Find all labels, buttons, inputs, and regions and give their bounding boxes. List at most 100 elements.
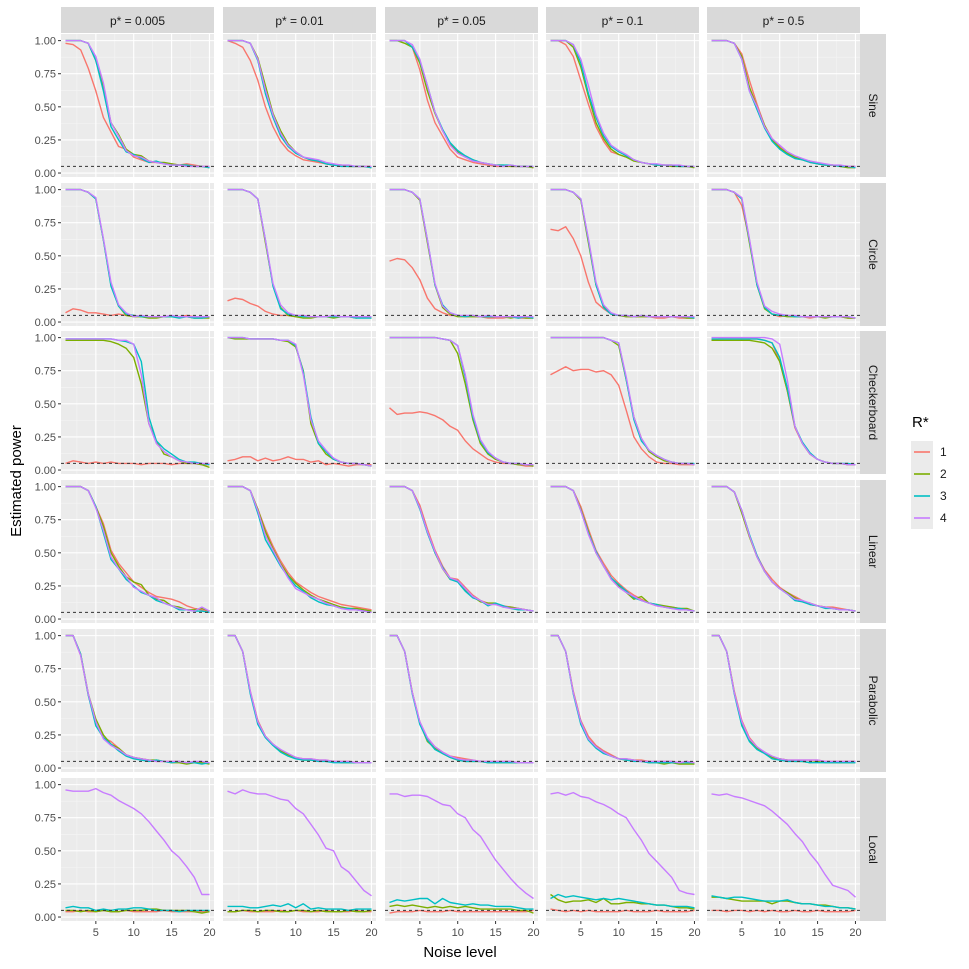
y-tick-label: 0.25 xyxy=(35,284,56,296)
x-tick-label: 10 xyxy=(774,927,786,939)
panel-background xyxy=(61,480,214,623)
x-tick-label: 15 xyxy=(165,927,177,939)
series-line-r4 xyxy=(550,336,695,466)
series-line-r4 xyxy=(227,39,372,168)
series-line-r4 xyxy=(65,485,210,612)
series-line-r3 xyxy=(550,893,695,909)
facet-panel xyxy=(385,331,538,474)
series-line-r2 xyxy=(389,904,534,914)
series-line-r4 xyxy=(550,39,695,168)
panel-background xyxy=(385,778,538,921)
x-tick-label: 10 xyxy=(452,927,464,939)
x-tick-label: 20 xyxy=(527,927,539,939)
series-line-r4 xyxy=(227,634,372,764)
series-line-r4 xyxy=(227,336,372,467)
column-strip-label: p* = 0.005 xyxy=(110,14,165,28)
series-line-r4 xyxy=(65,188,210,318)
series-line-r4 xyxy=(711,485,856,612)
y-tick-label: 1.00 xyxy=(35,780,56,792)
panel-background xyxy=(546,331,699,474)
series-line-r2 xyxy=(550,39,695,169)
row-strip: Circle xyxy=(860,183,886,326)
column-strip: p* = 0.01 xyxy=(223,7,376,33)
facet-panel: 0.00 0.25 0.50 0.75 1.00 xyxy=(35,183,214,329)
series-line-r4 xyxy=(711,39,856,168)
row-strip-label: Parabolic xyxy=(866,675,880,725)
series-line-r3 xyxy=(227,903,372,912)
series-line-r3 xyxy=(711,895,856,910)
facet-panel xyxy=(707,629,860,772)
panel-background xyxy=(223,629,376,772)
column-strip-background xyxy=(223,7,376,33)
column-strip: p* = 0.005 xyxy=(61,7,214,33)
series-line-r1 xyxy=(65,909,210,913)
facet-panel xyxy=(546,629,699,772)
row-strip-background xyxy=(860,331,886,474)
x-tick-label: 10 xyxy=(613,927,625,939)
series-line-r4 xyxy=(711,634,856,763)
y-tick-label: 0.00 xyxy=(35,317,56,329)
series-line-r4 xyxy=(227,188,372,318)
series-line-r4 xyxy=(711,336,856,466)
series-line-r1 xyxy=(227,456,372,467)
y-tick-label: 0.75 xyxy=(35,218,56,230)
panel-background xyxy=(707,629,860,772)
panel-background xyxy=(385,183,538,326)
x-tick-label: 15 xyxy=(811,927,823,939)
facet-panel xyxy=(223,183,376,326)
legend-label: 1 xyxy=(940,445,947,459)
series-line-r4 xyxy=(389,336,534,466)
column-strip-label: p* = 0.1 xyxy=(602,14,644,28)
legend-entry: 3 xyxy=(911,485,947,507)
facet-panel: 5 10 15 20 xyxy=(385,778,540,939)
y-tick-label: 0.25 xyxy=(35,581,56,593)
series-line-r4 xyxy=(550,188,695,318)
row-strip-label: Sine xyxy=(866,93,880,117)
x-tick-label: 5 xyxy=(255,927,261,939)
y-tick-label: 0.50 xyxy=(35,846,56,858)
y-tick-label: 0.75 xyxy=(35,69,56,81)
column-strip-label: p* = 0.01 xyxy=(275,14,324,28)
y-tick-label: 0.00 xyxy=(35,763,56,775)
series-line-r4 xyxy=(389,793,534,900)
panel-background xyxy=(223,183,376,326)
series-line-r4 xyxy=(389,188,534,318)
panel-background xyxy=(385,331,538,474)
series-line-r3 xyxy=(389,897,534,910)
panel-background xyxy=(385,480,538,623)
y-tick-label: 0.25 xyxy=(35,432,56,444)
panel-background xyxy=(546,778,699,921)
column-strip-background xyxy=(707,7,860,33)
x-tick-label: 15 xyxy=(489,927,501,939)
x-tick-label: 10 xyxy=(290,927,302,939)
series-line-r1 xyxy=(711,909,856,913)
panel-background xyxy=(707,331,860,474)
facet-panel: 5 10 15 20 xyxy=(546,778,701,939)
facet-panel xyxy=(385,629,538,772)
series-line-r4 xyxy=(550,634,695,764)
x-axis-label: Noise level xyxy=(423,944,496,961)
panel-background xyxy=(546,629,699,772)
x-tick-label: 15 xyxy=(650,927,662,939)
x-tick-label: 20 xyxy=(203,927,215,939)
y-tick-label: 0.75 xyxy=(35,515,56,527)
row-strip-background xyxy=(860,778,886,921)
y-tick-label: 1.00 xyxy=(35,185,56,197)
series-line-r4 xyxy=(65,39,210,168)
facet-panel: 0.00 0.25 0.50 0.75 1.00 xyxy=(35,34,214,180)
series-line-r4 xyxy=(389,634,534,764)
x-tick-label: 15 xyxy=(327,927,339,939)
series-line-r4 xyxy=(227,789,372,897)
facet-panel: 5 10 15 20 xyxy=(707,778,862,939)
row-strip: Linear xyxy=(860,480,886,623)
column-strip-background xyxy=(385,7,538,33)
y-tick-label: 1.00 xyxy=(35,333,56,345)
x-tick-label: 5 xyxy=(578,927,584,939)
panel-background xyxy=(223,480,376,623)
panel-background xyxy=(385,629,538,772)
y-tick-label: 1.00 xyxy=(35,36,56,48)
legend-label: 2 xyxy=(940,467,947,481)
y-tick-label: 0.75 xyxy=(35,366,56,378)
y-tick-label: 0.75 xyxy=(35,813,56,825)
row-strip: Local xyxy=(860,778,886,921)
